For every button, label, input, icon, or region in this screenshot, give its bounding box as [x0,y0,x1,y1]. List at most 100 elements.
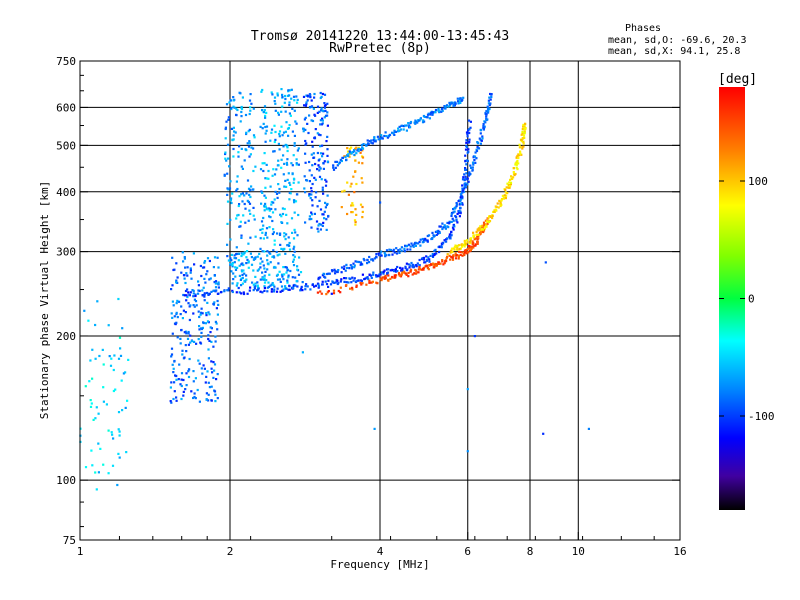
trace-point [500,198,504,201]
trace-point [386,278,390,281]
trace-point [182,293,185,297]
trace-point [324,276,327,279]
cluster-point [182,260,185,263]
trace-point [361,273,364,276]
y-tick-label: 75 [63,534,76,547]
cluster-point [244,113,248,117]
trace-point [461,244,464,247]
trace-point [317,278,320,281]
cluster-point [323,116,326,119]
trace-point [379,273,382,276]
trace-point [402,128,405,131]
trace-point [334,281,337,284]
cluster-point [114,388,117,391]
cluster-point [310,211,313,214]
trace-point [463,187,466,190]
cluster-point [212,361,215,364]
cluster-point [284,94,287,98]
cluster-point [352,175,355,178]
cluster-point [305,101,308,104]
cluster-point [171,300,174,303]
cluster-point [231,263,234,266]
cluster-point [192,370,195,373]
cluster-point [213,369,216,372]
trace-point [415,265,418,268]
trace-point [394,270,398,273]
trace-point [345,266,349,269]
trace-point [440,108,444,111]
trace-point [394,267,397,271]
cluster-point [319,134,322,137]
trace-point [376,282,379,285]
cluster-point [94,323,97,327]
trace-point [259,290,262,293]
cluster-point [192,252,195,255]
trace-point [473,238,476,241]
cluster-point [234,266,237,269]
trace-point [484,219,487,222]
trace-point [422,240,425,243]
cluster-point [304,128,307,131]
cluster-point [185,332,188,335]
trace-point [475,230,478,233]
cluster-point [107,324,110,327]
trace-point [456,221,459,224]
trace-point [237,286,240,290]
trace-point [481,137,484,140]
trace-point [463,245,466,248]
trace-point [242,291,245,294]
cluster-point [237,151,240,154]
trace-point [325,272,329,276]
cluster-point [318,166,321,169]
cluster-point [235,252,238,255]
cluster-point [288,101,291,104]
cluster-point [261,278,264,281]
trace-point [434,248,437,251]
cluster-point [280,247,283,250]
cluster-point [226,222,229,225]
trace-point [333,268,336,271]
cluster-point [320,178,323,181]
trace-point [486,222,489,225]
isolated-point [330,292,333,295]
cluster-point [213,256,217,259]
cluster-point [276,92,279,95]
cluster-point [245,256,248,259]
cluster-point [286,163,289,166]
trace-point [438,109,441,112]
cluster-point [240,115,243,118]
trace-point [451,258,455,261]
trace-point [345,284,348,287]
trace-point [463,173,466,176]
x-axis-label: Frequency [MHz] [330,558,429,571]
trace-point [407,271,410,275]
cluster-point [101,348,104,351]
cluster-point [197,284,200,287]
cluster-point [238,195,241,198]
cluster-point [354,223,357,226]
cluster-point [266,250,269,253]
trace-point [464,242,467,245]
cluster-point [296,149,299,152]
trace-point [466,248,469,251]
trace-point [467,247,470,250]
cluster-point [290,217,294,220]
trace-point [337,282,340,285]
trace-point [459,100,462,103]
trace-point [435,252,438,255]
cluster-point [84,385,87,388]
cluster-point [313,92,316,96]
trace-point [426,239,429,242]
cluster-point [288,181,291,184]
trace-point [473,159,476,162]
cluster-point [323,102,326,105]
cluster-point [256,281,259,284]
cluster-point [318,175,322,178]
cluster-point [324,184,328,187]
cluster-point [264,132,267,135]
cluster-point [250,256,253,259]
trace-point [508,186,511,189]
cluster-point [192,380,195,383]
cluster-point [285,121,288,124]
cluster-point [252,269,255,272]
